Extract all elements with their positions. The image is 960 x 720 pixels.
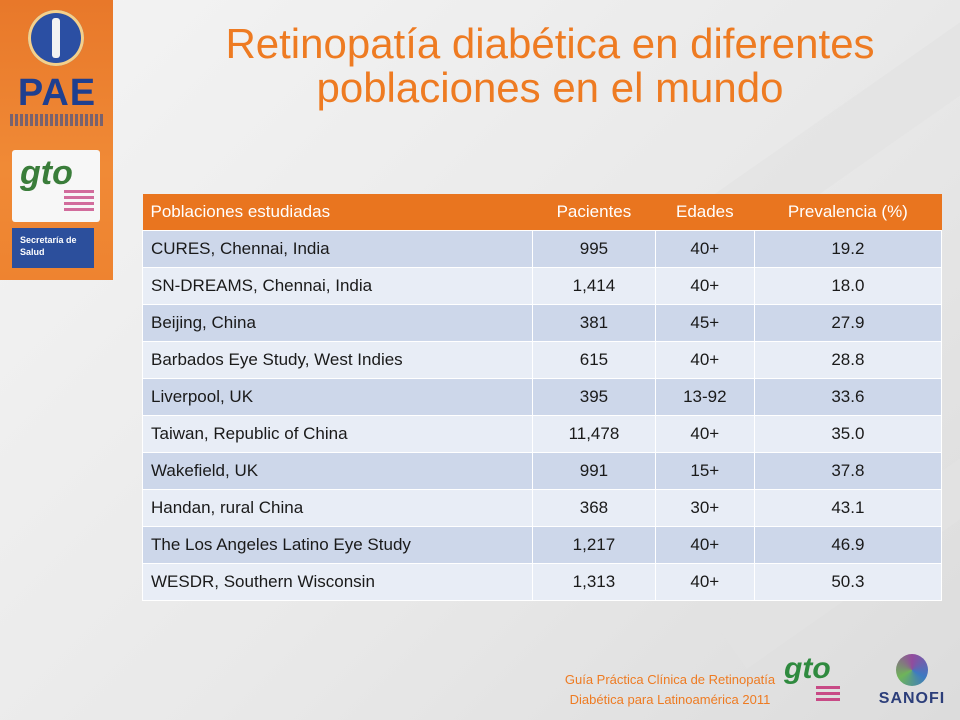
- slide-title: Retinopatía diabética en diferentes pobl…: [120, 22, 960, 110]
- cell-population: Wakefield, UK: [142, 452, 533, 490]
- cell-population: Taiwan, Republic of China: [142, 415, 533, 453]
- secretaria-de-salud-logo: Secretaría de Salud: [12, 228, 94, 268]
- cell-ages: 40+: [654, 341, 755, 379]
- table-row: WESDR, Southern Wisconsin 1,313 40+ 50.3: [142, 563, 943, 601]
- left-brand-sidebar: PAE gto Secretaría de Salud: [0, 0, 113, 280]
- cell-population: Liverpool, UK: [142, 378, 533, 416]
- table-row: The Los Angeles Latino Eye Study 1,217 4…: [142, 526, 943, 564]
- cell-prevalence: 37.8: [753, 452, 943, 490]
- table-row: Wakefield, UK 991 15+ 37.8: [142, 452, 943, 490]
- cell-ages: 45+: [654, 304, 755, 342]
- cell-prevalence: 27.9: [753, 304, 943, 342]
- slide-title-line2: poblaciones en el mundo: [316, 64, 784, 111]
- prevalence-table: Poblaciones estudiadas Pacientes Edades …: [142, 194, 943, 601]
- caduceus-emblem-icon: [28, 10, 84, 66]
- cell-prevalence: 35.0: [753, 415, 943, 453]
- pae-logo: PAE: [17, 72, 97, 114]
- cell-prevalence: 28.8: [753, 341, 943, 379]
- cell-prevalence: 50.3: [753, 563, 943, 601]
- table-row: Beijing, China 381 45+ 27.9: [142, 304, 943, 342]
- footer-citation-line1: Guía Práctica Clínica de Retinopatía: [564, 672, 776, 687]
- table-row: Liverpool, UK 395 13-92 33.6: [142, 378, 943, 416]
- cell-population: SN-DREAMS, Chennai, India: [142, 267, 533, 305]
- cell-patients: 995: [531, 230, 656, 268]
- cell-ages: 40+: [654, 563, 755, 601]
- pae-logo-subtitle: [10, 114, 104, 126]
- cell-ages: 40+: [654, 526, 755, 564]
- table-row: SN-DREAMS, Chennai, India 1,414 40+ 18.0: [142, 267, 943, 305]
- footer-citation-line2: Diabética para Latinoamérica 2011: [569, 692, 771, 707]
- cell-population: Beijing, China: [142, 304, 533, 342]
- gto-logo: gto: [20, 154, 73, 192]
- cell-patients: 991: [531, 452, 656, 490]
- gto-footer-logo: gto: [778, 646, 844, 706]
- cell-patients: 368: [531, 489, 656, 527]
- column-header-patients: Pacientes: [532, 194, 656, 231]
- slide-title-line1: Retinopatía diabética en diferentes: [225, 20, 875, 67]
- cell-prevalence: 46.9: [753, 526, 943, 564]
- cell-population: WESDR, Southern Wisconsin: [142, 563, 533, 601]
- cell-ages: 40+: [654, 415, 755, 453]
- cell-ages: 15+: [654, 452, 755, 490]
- cell-patients: 615: [531, 341, 656, 379]
- gto-footer-logo-text: gto: [784, 652, 831, 685]
- cell-ages: 30+: [654, 489, 755, 527]
- gto-logo-tagline: [64, 190, 94, 212]
- cell-patients: 381: [531, 304, 656, 342]
- cell-prevalence: 43.1: [753, 489, 943, 527]
- table-row: Barbados Eye Study, West Indies 615 40+ …: [142, 341, 943, 379]
- cell-patients: 1,217: [531, 526, 656, 564]
- sanofi-logo-text: SANOFI: [878, 690, 946, 707]
- table-header-row: Poblaciones estudiadas Pacientes Edades …: [142, 194, 942, 231]
- sanofi-mark-icon: [896, 654, 928, 686]
- cell-population: The Los Angeles Latino Eye Study: [142, 526, 533, 564]
- column-header-populations: Poblaciones estudiadas: [142, 194, 533, 231]
- gto-footer-tagline: [816, 686, 840, 704]
- footer-citation: Guía Práctica Clínica de Retinopatía Dia…: [530, 670, 810, 710]
- cell-patients: 11,478: [531, 415, 656, 453]
- cell-prevalence: 19.2: [753, 230, 943, 268]
- column-header-ages: Edades: [655, 194, 755, 231]
- table-row: CURES, Chennai, India 995 40+ 19.2: [142, 230, 943, 268]
- table-row: Taiwan, Republic of China 11,478 40+ 35.…: [142, 415, 943, 453]
- cell-patients: 395: [531, 378, 656, 416]
- cell-ages: 40+: [654, 267, 755, 305]
- gto-logo-card: gto: [12, 150, 100, 222]
- cell-prevalence: 18.0: [753, 267, 943, 305]
- table-row: Handan, rural China 368 30+ 43.1: [142, 489, 943, 527]
- cell-population: CURES, Chennai, India: [142, 230, 533, 268]
- cell-population: Handan, rural China: [142, 489, 533, 527]
- cell-population: Barbados Eye Study, West Indies: [142, 341, 533, 379]
- cell-ages: 40+: [654, 230, 755, 268]
- cell-patients: 1,414: [531, 267, 656, 305]
- column-header-prevalence: Prevalencia (%): [754, 194, 942, 231]
- cell-patients: 1,313: [531, 563, 656, 601]
- cell-prevalence: 33.6: [753, 378, 943, 416]
- cell-ages: 13-92: [654, 378, 755, 416]
- sanofi-logo: SANOFI: [872, 650, 952, 714]
